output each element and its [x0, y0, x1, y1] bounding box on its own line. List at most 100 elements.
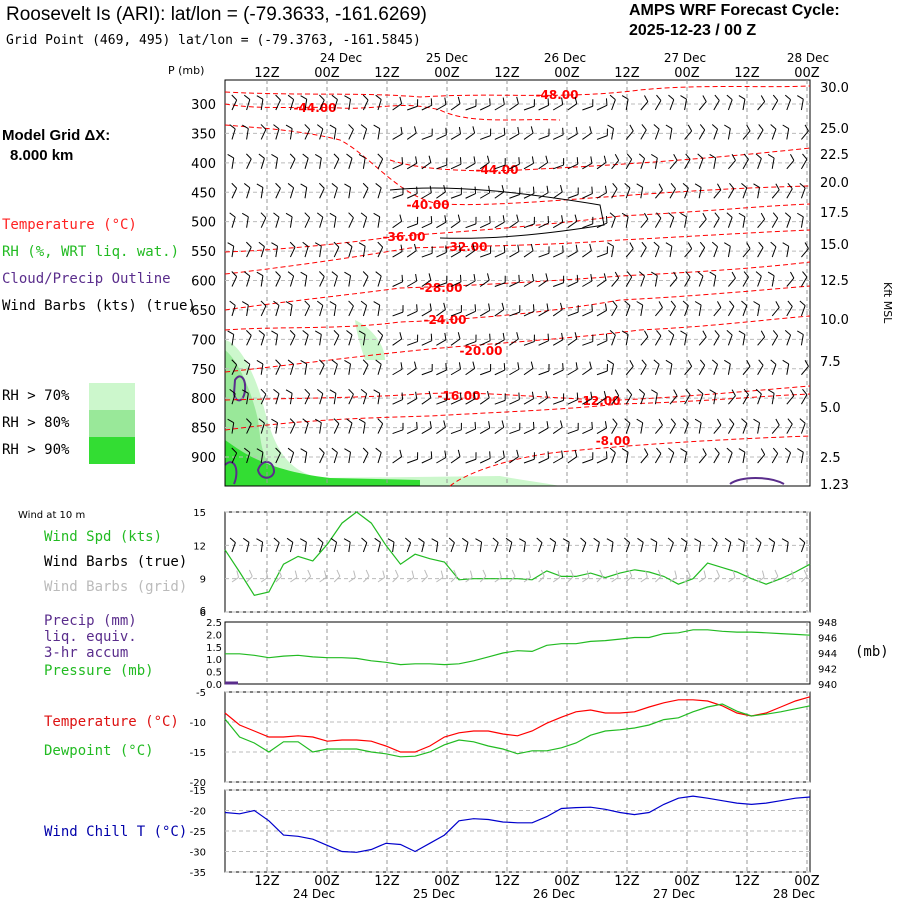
time-tick-top: 00Z: [434, 66, 460, 81]
wind-barb: [782, 242, 790, 258]
surface-wind-barb: [330, 537, 338, 553]
wind-barb: [509, 244, 520, 258]
wind-barb: [246, 241, 252, 258]
wind-barb: [329, 389, 337, 405]
wind-barb: [757, 330, 766, 346]
legend-rh90: RH > 90%: [2, 442, 70, 458]
wind-barb: [256, 359, 264, 375]
surface-wind-barb: [374, 537, 381, 553]
wind-barb: [231, 271, 238, 287]
wind-barb: [684, 242, 693, 258]
wind-barb: [799, 300, 806, 317]
time-tick-bottom: 12Z: [494, 874, 520, 889]
wind-barb: [392, 157, 404, 170]
pressure-tick-label: 850: [191, 422, 216, 437]
wind-barb: [465, 274, 476, 287]
wind-barb: [314, 242, 322, 258]
wind-barb: [582, 334, 594, 346]
wind-barb: [436, 393, 448, 405]
grid-wind-barb: [567, 569, 574, 583]
wind-barb: [786, 300, 793, 317]
surface-wind-barb: [256, 538, 264, 553]
pressure-tick-label: 550: [191, 245, 216, 260]
time-tick-top: 12Z: [374, 66, 400, 81]
wind-barb: [713, 212, 720, 228]
wind-barb: [786, 418, 793, 434]
wind-barb: [465, 156, 476, 170]
wind-barb: [246, 418, 252, 434]
wind-barb: [358, 242, 366, 258]
kft-tick-label: 15.0: [820, 238, 849, 253]
windchill-label: Wind Chill T (°C): [44, 824, 188, 840]
wind-barb: [479, 155, 490, 170]
wind-barb: [713, 183, 722, 199]
wind-barb: [494, 215, 505, 229]
wind-barb: [275, 447, 281, 464]
surface-wind-barb: [580, 537, 587, 553]
wind-barb: [480, 363, 492, 376]
wind-barb: [582, 186, 593, 199]
grid-wind-barb: [698, 570, 707, 583]
legend-rh80: RH > 80%: [2, 415, 70, 431]
wind-barb: [273, 388, 280, 405]
surface-wind-barb: [431, 538, 439, 553]
kft-tick-label: 22.5: [820, 148, 849, 163]
wind-barb: [553, 393, 565, 405]
wind-barb: [669, 182, 676, 199]
wind-barb: [742, 242, 751, 258]
surface-wind-barb: [711, 537, 718, 553]
time-tick-bottom: 00Z: [434, 874, 460, 889]
wind-barb: [392, 422, 404, 435]
surface-wind-barb: [549, 537, 557, 553]
wind-barb: [406, 126, 417, 140]
surface-wind-barb: [593, 537, 600, 553]
wind-barb: [771, 212, 779, 228]
wind-barb: [392, 392, 404, 405]
wind-barb: [523, 216, 535, 229]
wind-barb: [625, 388, 633, 405]
wind-barb: [596, 303, 608, 317]
pressure-tick-label: 600: [191, 275, 216, 290]
wind-barb: [596, 363, 608, 376]
wind-barb: [682, 300, 689, 317]
wind-barb: [243, 359, 251, 375]
wind-barb: [625, 271, 633, 287]
grid-wind-barb: [333, 569, 341, 583]
wind-barb: [450, 244, 462, 258]
wind-barb: [273, 300, 280, 317]
wind-barb: [509, 392, 520, 405]
surface-wind-barb: [519, 538, 526, 553]
wind-barb: [665, 359, 673, 375]
date-label-top: 24 Dec: [320, 51, 362, 65]
windchill-panel-tick-label: -25: [190, 827, 206, 838]
wind-barb: [727, 418, 735, 434]
temperature-panel-tick-label: -20: [190, 778, 206, 789]
date-label-bottom: 27 Dec: [653, 887, 695, 900]
wind-barb: [636, 183, 644, 199]
wind-barb: [640, 212, 649, 228]
wind-barb: [640, 124, 647, 140]
grid-wind-barb: [509, 569, 516, 583]
wind-barb: [697, 153, 704, 170]
wind-barb: [713, 447, 720, 464]
time-tick-bottom: 00Z: [554, 874, 580, 889]
wind-barb: [314, 330, 322, 346]
wind-barb: [275, 94, 281, 111]
wind-barb: [523, 304, 535, 317]
date-label-top: 27 Dec: [664, 51, 706, 65]
grid-wind-barb: [290, 570, 298, 583]
wind-barb: [231, 94, 238, 111]
wind-barb: [713, 301, 722, 317]
wind-barb: [465, 391, 476, 405]
wind-barb: [655, 183, 663, 199]
temperature-contour-label: -16.00: [438, 389, 481, 403]
surface-wind-barb: [300, 538, 307, 553]
wind-barb: [344, 271, 352, 287]
wind-barb: [465, 99, 477, 111]
grid-wind-barb: [728, 570, 736, 583]
time-tick-top: 00Z: [674, 66, 700, 81]
wind-barb: [709, 389, 717, 405]
wind-barb: [344, 95, 352, 111]
wind-barb: [698, 212, 707, 228]
wind-barb: [621, 330, 629, 346]
